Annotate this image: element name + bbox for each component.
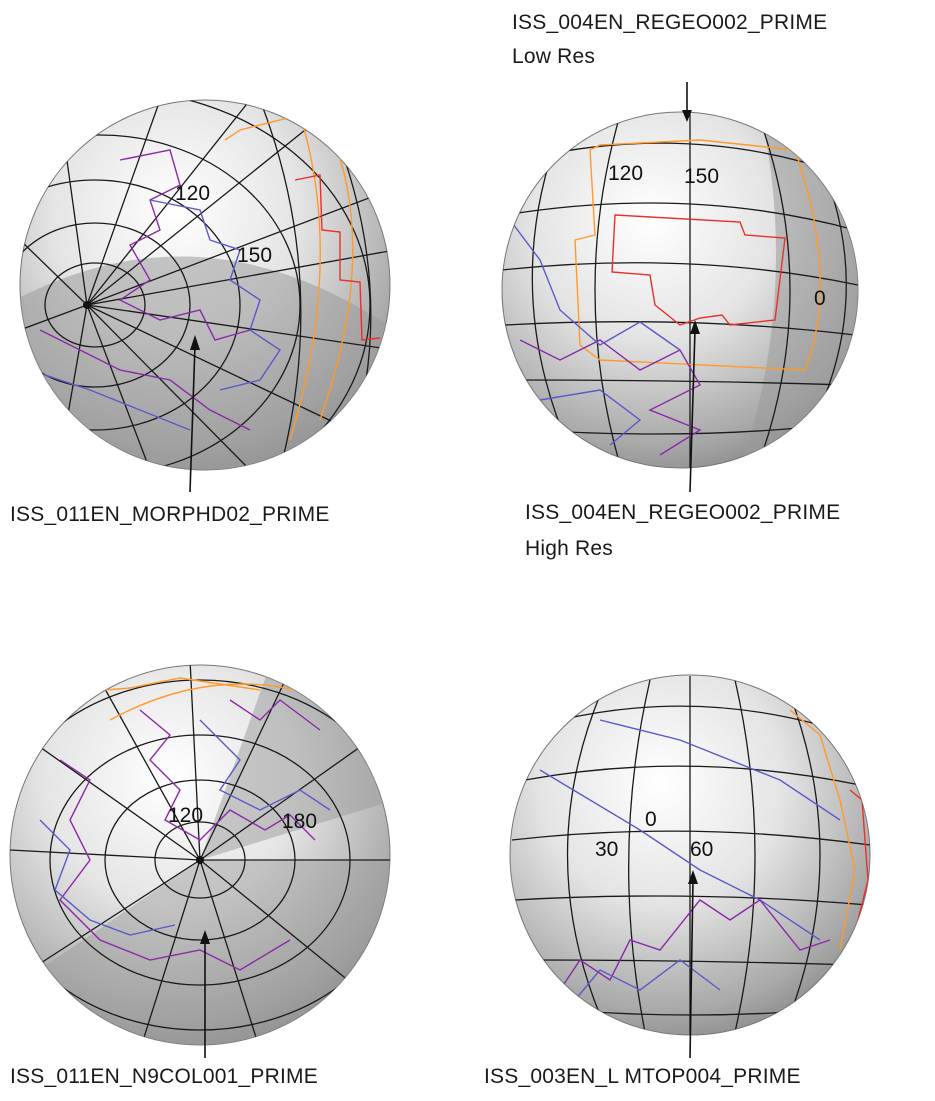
grid-lines xyxy=(20,100,390,470)
pointer-arrowhead xyxy=(200,930,210,944)
globe-label: 120 xyxy=(168,804,203,827)
pointer-arrowhead xyxy=(190,335,200,350)
pole-dot xyxy=(83,301,91,309)
globe-label: 150 xyxy=(237,244,272,267)
pointer-line xyxy=(189,344,196,493)
globe-label: 120 xyxy=(608,162,643,185)
globe-label: 180 xyxy=(282,810,317,833)
terminator-shadow xyxy=(10,860,390,1045)
footprints xyxy=(539,709,869,1001)
caption-top-right-high-res-name: ISS_004EN_REGEO002_PRIME xyxy=(525,501,841,524)
caption-bottom-left: ISS_011EN_N9COL001_PRIME xyxy=(10,1065,318,1088)
globe-label: 0 xyxy=(645,808,657,831)
caption-top-right-high-res-label: High Res xyxy=(525,537,613,560)
footprints xyxy=(39,677,331,971)
caption-top-right-low-res-label: Low Res xyxy=(512,45,596,68)
caption-bottom-right: ISS_003EN_L MTOP004_PRIME xyxy=(484,1065,801,1088)
globe-label: 120 xyxy=(175,182,210,205)
pointer-arrowhead xyxy=(690,320,700,334)
globe-label: 0 xyxy=(814,287,826,310)
pointer-line xyxy=(689,879,694,1059)
globe-label: 30 xyxy=(595,838,618,861)
globe-label: 60 xyxy=(690,838,713,861)
caption-top-right-low-res-name: ISS_004EN_REGEO002_PRIME xyxy=(512,11,828,34)
pointer-arrowhead xyxy=(682,110,692,122)
globe-label: 150 xyxy=(684,165,719,188)
pointer-line xyxy=(689,329,696,493)
globe-top-right: 120 150 0 xyxy=(501,82,859,493)
pole-dot xyxy=(196,856,204,864)
globe-bottom-right: 0 30 60 xyxy=(509,674,871,1059)
terminator-shadow xyxy=(740,112,858,468)
caption-top-left: ISS_011EN_MORPHD02_PRIME xyxy=(10,503,330,526)
globe-bottom-left: 120 180 xyxy=(9,664,391,1058)
globe-top-left: 120 150 xyxy=(19,99,391,493)
pointer-arrowhead xyxy=(688,870,698,884)
